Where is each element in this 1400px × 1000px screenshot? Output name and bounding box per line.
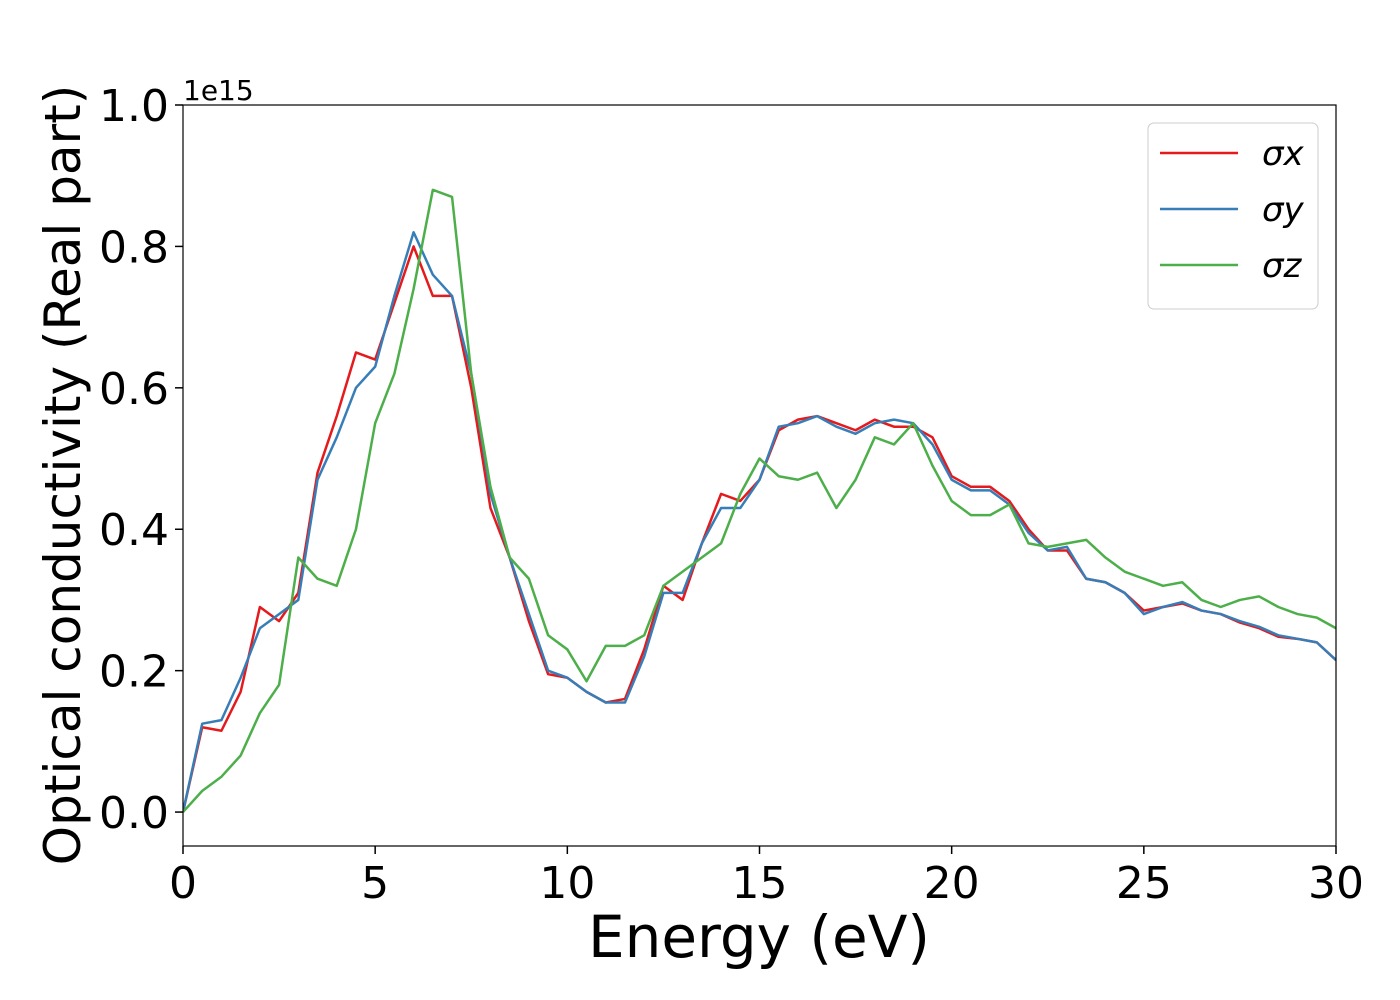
x-tick-label: 5 [361,858,389,909]
x-axis-label: Energy (eV) [588,903,930,971]
y-tick-label: 0.8 [99,222,169,273]
series-line [183,188,1336,813]
y-tick-label: 0.2 [99,647,169,698]
x-tick-label: 25 [1116,858,1172,909]
y-tick-label: 1.0 [99,81,169,132]
x-tick-label: 10 [539,858,595,909]
legend-label: σx [1262,134,1305,174]
legend-label: σy [1262,190,1305,230]
x-tick-label: 0 [169,858,197,909]
y-offset-label: 1e15 [183,74,254,107]
legend-label: σz [1262,246,1303,286]
y-tick-label: 0.4 [99,505,169,556]
y-tick-label: 0.0 [99,788,169,839]
series-line [183,231,1336,813]
y-axis-label: Optical conductivity (Real part) [34,85,92,866]
y-tick-label: 0.6 [99,364,169,415]
legend-box [1147,122,1319,310]
plot-frame [182,104,1337,847]
x-tick-label: 30 [1308,858,1364,909]
x-tick-label: 15 [732,858,788,909]
x-tick-label: 20 [924,858,980,909]
